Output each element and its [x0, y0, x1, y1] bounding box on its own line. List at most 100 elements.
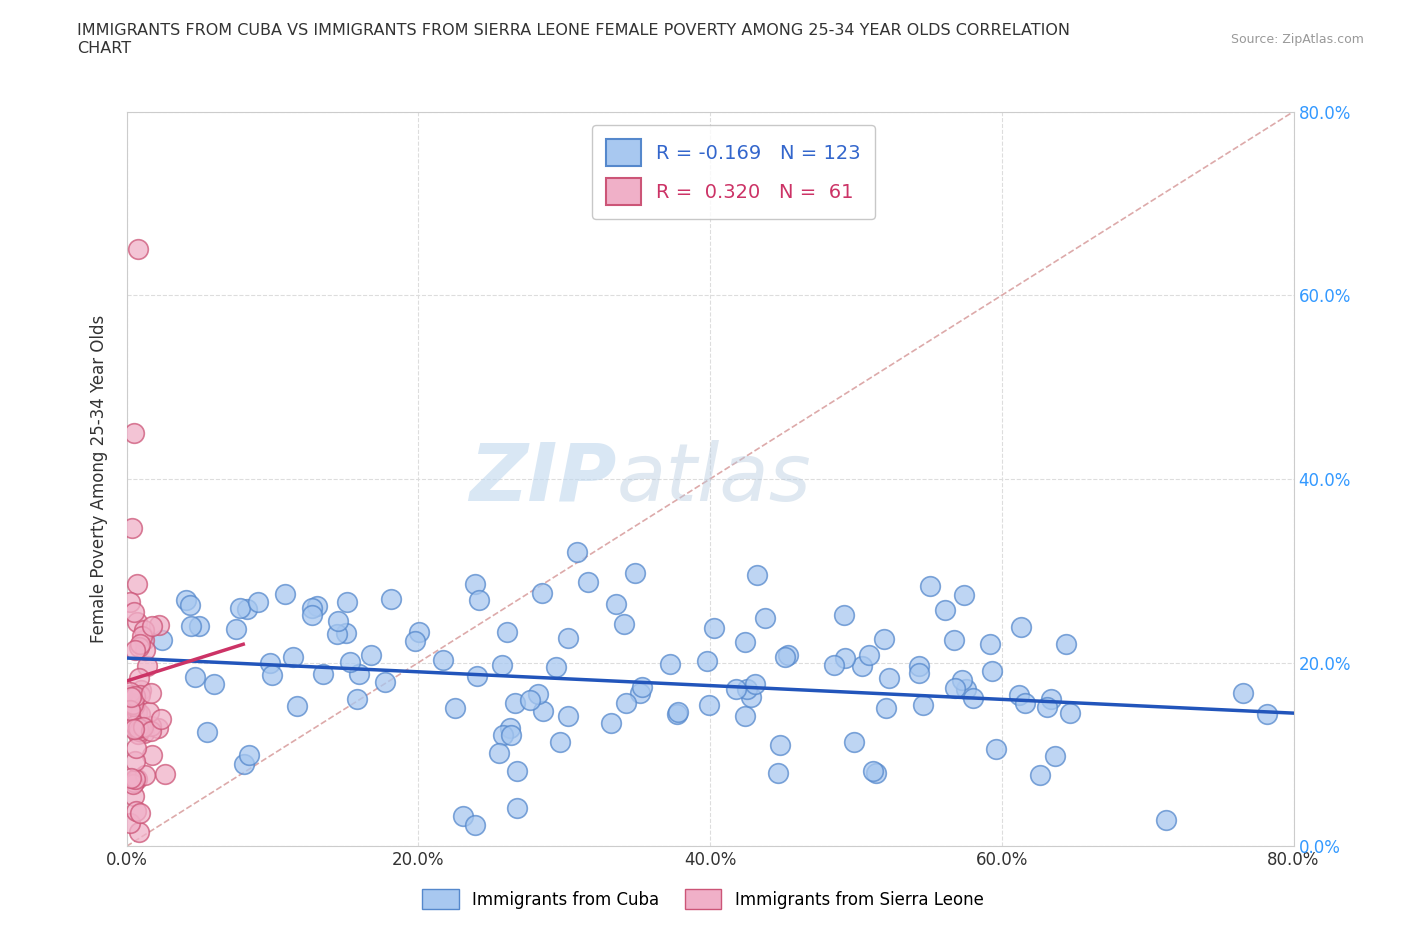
- Point: [628, 685, 651, 700]
- Point: [128, 671, 150, 685]
- Point: [1039, 692, 1062, 707]
- Point: [952, 588, 974, 603]
- Point: [1043, 749, 1066, 764]
- Point: [1154, 812, 1177, 827]
- Point: [464, 817, 486, 832]
- Point: [129, 683, 152, 698]
- Point: [530, 585, 553, 600]
- Point: [124, 772, 146, 787]
- Point: [544, 659, 567, 674]
- Point: [769, 738, 792, 753]
- Point: [1256, 707, 1278, 722]
- Point: [122, 789, 145, 804]
- Point: [734, 635, 756, 650]
- Point: [1059, 705, 1081, 720]
- Point: [374, 675, 396, 690]
- Point: [180, 618, 202, 633]
- Point: [118, 687, 141, 702]
- Point: [526, 686, 548, 701]
- Text: IMMIGRANTS FROM CUBA VS IMMIGRANTS FROM SIERRA LEONE FEMALE POVERTY AMONG 25-34 : IMMIGRANTS FROM CUBA VS IMMIGRANTS FROM …: [77, 23, 1070, 56]
- Point: [851, 658, 873, 673]
- Point: [630, 679, 652, 694]
- Point: [148, 618, 170, 632]
- Point: [1054, 636, 1077, 651]
- Point: [138, 704, 160, 719]
- Point: [259, 655, 281, 670]
- Point: [238, 748, 260, 763]
- Point: [503, 696, 526, 711]
- Point: [943, 681, 966, 696]
- Point: [612, 617, 634, 631]
- Point: [346, 692, 368, 707]
- Point: [453, 809, 475, 824]
- Point: [149, 711, 172, 726]
- Point: [127, 726, 149, 741]
- Point: [121, 697, 143, 711]
- Point: [136, 658, 159, 673]
- Point: [260, 668, 283, 683]
- Point: [124, 643, 146, 658]
- Point: [125, 615, 148, 630]
- Point: [132, 725, 155, 740]
- Point: [360, 647, 382, 662]
- Point: [443, 701, 465, 716]
- Point: [118, 703, 141, 718]
- Legend: R = -0.169   N = 123, R =  0.320   N =  61: R = -0.169 N = 123, R = 0.320 N = 61: [592, 125, 875, 219]
- Point: [139, 719, 162, 734]
- Point: [408, 625, 430, 640]
- Point: [305, 599, 328, 614]
- Point: [118, 594, 141, 609]
- Point: [703, 621, 725, 636]
- Point: [740, 689, 762, 704]
- Point: [955, 682, 977, 697]
- Point: [124, 741, 146, 756]
- Point: [491, 658, 513, 672]
- Text: atlas: atlas: [617, 440, 811, 518]
- Point: [908, 665, 931, 680]
- Point: [285, 698, 308, 713]
- Point: [984, 742, 1007, 757]
- Point: [124, 688, 146, 703]
- Point: [877, 671, 900, 685]
- Point: [122, 426, 145, 441]
- Point: [349, 667, 371, 682]
- Point: [118, 684, 141, 699]
- Point: [599, 716, 621, 731]
- Point: [875, 700, 897, 715]
- Point: [734, 709, 756, 724]
- Point: [499, 721, 522, 736]
- Point: [834, 651, 856, 666]
- Point: [124, 753, 146, 768]
- Point: [934, 603, 956, 618]
- Point: [124, 690, 146, 705]
- Point: [127, 721, 149, 736]
- Point: [744, 676, 766, 691]
- Point: [943, 632, 966, 647]
- Point: [312, 667, 335, 682]
- Point: [754, 610, 776, 625]
- Point: [962, 690, 984, 705]
- Point: [236, 602, 259, 617]
- Point: [301, 600, 323, 615]
- Point: [747, 567, 769, 582]
- Point: [146, 721, 169, 736]
- Point: [492, 728, 515, 743]
- Point: [128, 724, 150, 738]
- Point: [118, 816, 141, 830]
- Point: [179, 598, 201, 613]
- Point: [725, 682, 748, 697]
- Point: [174, 592, 197, 607]
- Point: [128, 824, 150, 839]
- Point: [139, 685, 162, 700]
- Point: [325, 627, 347, 642]
- Point: [950, 672, 973, 687]
- Point: [862, 764, 884, 778]
- Point: [1029, 768, 1052, 783]
- Point: [128, 640, 150, 655]
- Point: [188, 618, 211, 633]
- Point: [150, 633, 173, 648]
- Point: [125, 704, 148, 719]
- Point: [326, 613, 349, 628]
- Point: [128, 688, 150, 703]
- Point: [548, 734, 571, 749]
